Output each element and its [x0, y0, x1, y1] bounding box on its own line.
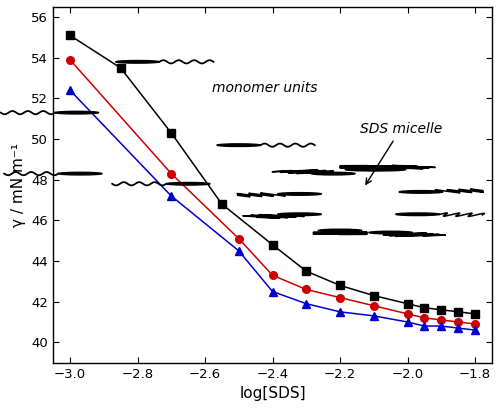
Circle shape: [399, 191, 443, 193]
Y-axis label: γ / mN m⁻¹: γ / mN m⁻¹: [10, 143, 26, 227]
Circle shape: [278, 193, 322, 195]
Circle shape: [116, 60, 160, 63]
X-axis label: log[SDS]: log[SDS]: [239, 386, 306, 401]
Circle shape: [312, 172, 355, 175]
Text: monomer units: monomer units: [212, 81, 318, 95]
Circle shape: [217, 144, 260, 146]
Circle shape: [278, 213, 322, 215]
Circle shape: [55, 111, 98, 114]
Circle shape: [318, 229, 362, 232]
Circle shape: [362, 168, 406, 171]
Circle shape: [166, 182, 210, 185]
Circle shape: [58, 172, 102, 175]
Text: SDS micelle: SDS micelle: [360, 122, 442, 184]
Circle shape: [345, 168, 389, 171]
Circle shape: [368, 231, 412, 234]
Circle shape: [396, 213, 440, 215]
